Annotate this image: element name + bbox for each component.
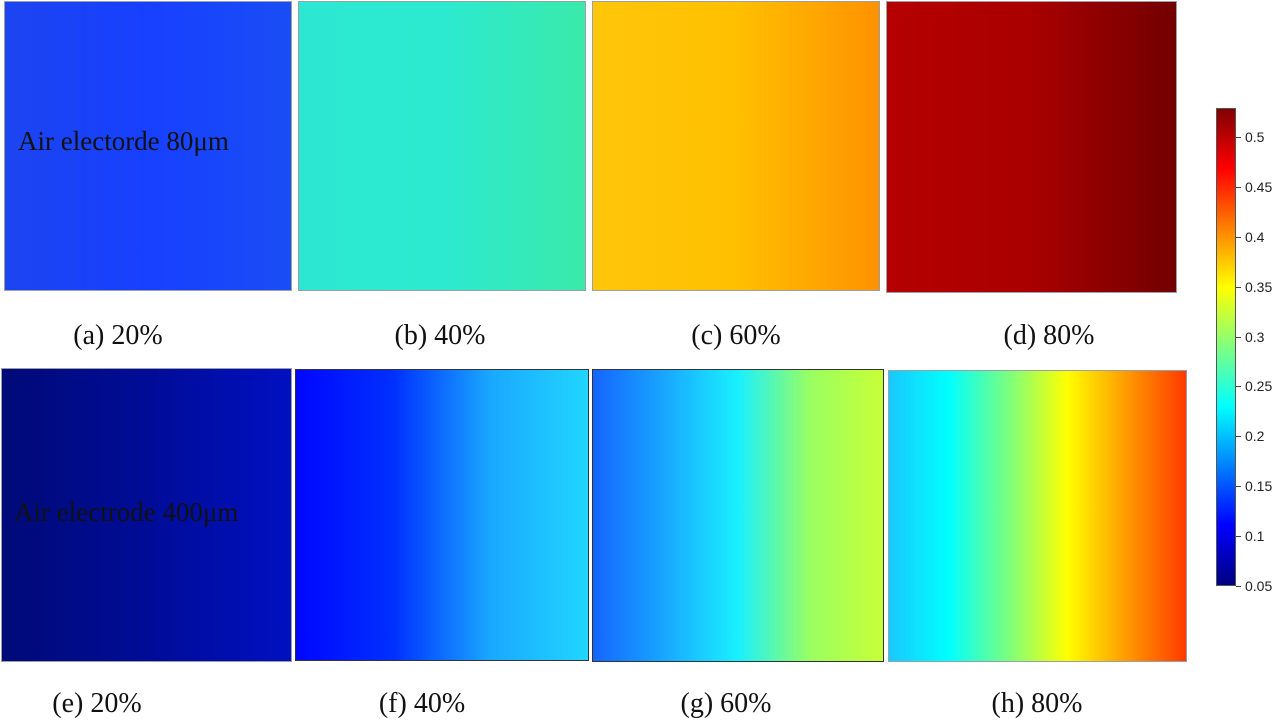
caption-c: (c) 60% bbox=[691, 320, 781, 351]
caption-e: (e) 20% bbox=[52, 688, 142, 719]
colorbar-tick-mark bbox=[1236, 186, 1241, 188]
panel-d bbox=[886, 1, 1177, 293]
colorbar-tick-label: 0.45 bbox=[1245, 178, 1273, 195]
colorbar-tick-mark bbox=[1236, 137, 1241, 138]
colorbar-tick-mark bbox=[1236, 536, 1241, 538]
panel-c bbox=[592, 1, 880, 291]
colorbar-tick-mark bbox=[1236, 436, 1241, 438]
panel-a bbox=[4, 1, 292, 291]
panel-b bbox=[298, 1, 586, 291]
panel-f bbox=[295, 369, 589, 661]
colorbar-tick-label: 0.1 bbox=[1245, 528, 1265, 545]
row-2-overlay-label: Air electrode 400μm bbox=[14, 497, 239, 527]
colorbar-tick-mark bbox=[1236, 486, 1241, 488]
colorbar-tick-label: 0.35 bbox=[1245, 278, 1273, 295]
caption-g: (g) 60% bbox=[680, 688, 772, 719]
colorbar-tick-label: 0.4 bbox=[1245, 228, 1265, 245]
colorbar-tick-mark bbox=[1236, 386, 1241, 388]
panel-g bbox=[592, 369, 884, 662]
caption-a: (a) 20% bbox=[73, 320, 163, 351]
colorbar-tick-mark bbox=[1236, 236, 1241, 238]
panel-h bbox=[888, 370, 1187, 662]
colorbar-tick-mark bbox=[1236, 336, 1241, 338]
caption-b: (b) 40% bbox=[394, 320, 486, 351]
colorbar-tick-mark bbox=[1236, 586, 1241, 587]
colorbar-tick-label: 0.05 bbox=[1245, 578, 1273, 594]
row-1-overlay-label: Air electorde 80μm bbox=[18, 126, 229, 156]
caption-h: (h) 80% bbox=[991, 688, 1083, 719]
caption-d: (d) 80% bbox=[1003, 320, 1095, 351]
colorbar-tick-mark bbox=[1236, 286, 1241, 288]
caption-f: (f) 40% bbox=[378, 688, 466, 719]
colorbar-tick-label: 0.25 bbox=[1245, 378, 1273, 395]
colorbar-tick-label: 0.2 bbox=[1245, 428, 1265, 445]
colorbar-tick-label: 0.3 bbox=[1245, 328, 1265, 345]
panel-e bbox=[1, 368, 292, 662]
colorbar-tick-label: 0.15 bbox=[1245, 478, 1273, 495]
colorbar bbox=[1216, 108, 1236, 586]
colorbar-tick-label: 0.5 bbox=[1245, 129, 1265, 145]
